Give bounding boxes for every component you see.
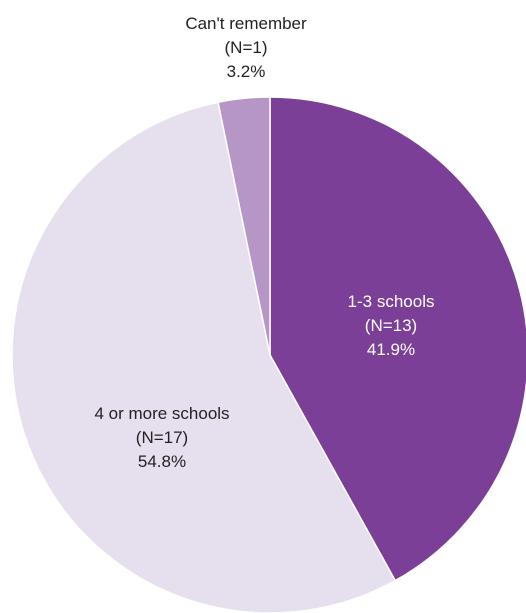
- slice-percent: 41.9%: [367, 340, 415, 359]
- slice-percent: 3.2%: [227, 62, 266, 81]
- slice-label-3: Can't remember (N=1) 3.2%: [185, 14, 307, 81]
- slice-name: 4 or more schools: [94, 404, 229, 423]
- slice-labels: 1-3 schools (N=13) 41.9% 4 or more schools (…: [94, 14, 434, 471]
- slice-label-2: 4 or more schools (N=17) 54.8%: [94, 404, 229, 471]
- slice-count: (N=13): [365, 316, 417, 335]
- pie-slices: [11, 96, 526, 613]
- slice-count: (N=1): [225, 38, 268, 57]
- pie-slice-1: [269, 96, 526, 582]
- slice-name: 1-3 schools: [348, 292, 435, 311]
- slice-percent: 54.8%: [138, 452, 186, 471]
- slice-name: Can't remember: [185, 14, 307, 33]
- pie-slice-3: [217, 96, 271, 356]
- slice-count: (N=17): [136, 428, 188, 447]
- slice-label-1: 1-3 schools (N=13) 41.9%: [348, 292, 435, 359]
